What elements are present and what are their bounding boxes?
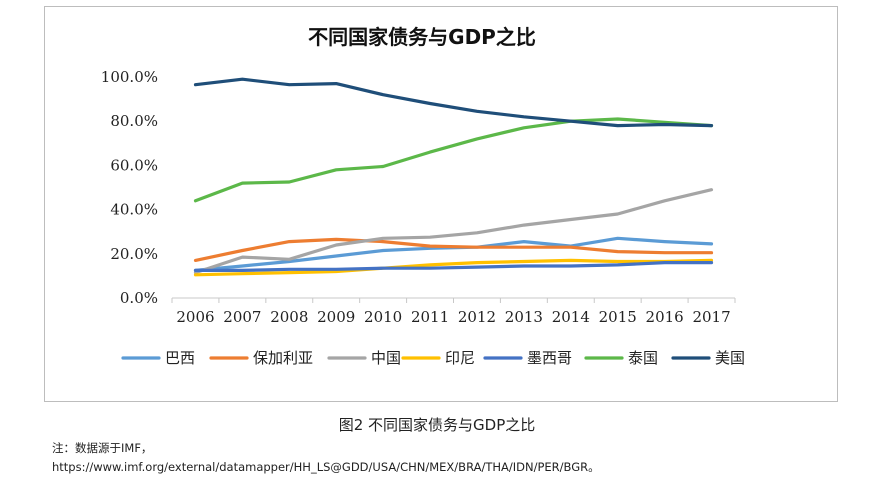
x-tick-label: 2010 (364, 308, 402, 326)
series-line-2 (193, 188, 714, 275)
legend-item: 中国 (327, 349, 401, 367)
legend-label: 巴西 (165, 349, 195, 367)
x-tick-label: 2017 (692, 308, 730, 326)
legend-label: 中国 (371, 349, 401, 367)
source-url: https://www.imf.org/external/datamapper/… (52, 460, 600, 474)
chart-frame: 不同国家债务与GDP之比 0.0% 20.0% 40.0% 60.0% 80.0% 100… (44, 6, 838, 402)
y-tick-label: 20.0% (110, 245, 158, 263)
legend-item: 印尼 (401, 349, 475, 367)
legend: 巴西 保加利亚 中国 印尼 墨西哥 泰国 美国 (121, 349, 745, 367)
y-tick-label: 40.0% (110, 201, 158, 219)
y-axis: 0.0% 20.0% 40.0% 60.0% 80.0% 100.0% (101, 68, 158, 307)
x-tick-label: 2011 (411, 308, 449, 326)
legend-item: 保加利亚 (209, 349, 313, 367)
series-line-3 (193, 258, 714, 277)
x-tick-label: 2015 (599, 308, 637, 326)
x-tick-label: 2016 (646, 308, 684, 326)
legend-label: 美国 (715, 349, 745, 367)
legend-label: 印尼 (445, 349, 475, 367)
series-line-5 (193, 117, 714, 203)
x-axis: 2006 2007 2008 2009 2010 2011 2012 2013 2014 2015… (171, 297, 736, 326)
x-tick-label: 2007 (223, 308, 261, 326)
x-tick-label: 2008 (270, 308, 308, 326)
series-line-4 (193, 261, 714, 272)
y-tick-label: 80.0% (110, 112, 158, 130)
y-tick-label: 60.0% (110, 156, 158, 174)
source-note: 注：数据源于IMF， (52, 441, 153, 455)
chart-title: 不同国家债务与GDP之比 (308, 25, 536, 49)
legend-item: 泰国 (584, 349, 658, 367)
x-tick-label: 2014 (552, 308, 590, 326)
y-tick-label: 100.0% (101, 68, 158, 86)
legend-label: 泰国 (628, 349, 658, 367)
legend-label: 保加利亚 (253, 349, 313, 367)
y-tick-label: 0.0% (120, 289, 158, 307)
x-tick-label: 2006 (176, 308, 214, 326)
legend-label: 墨西哥 (527, 349, 572, 367)
series-line-6 (193, 77, 714, 128)
x-tick-label: 2013 (505, 308, 543, 326)
legend-item: 墨西哥 (483, 349, 572, 367)
series-layer (193, 77, 714, 277)
figure-caption: 图2 不同国家债务与GDP之比 (338, 416, 536, 434)
legend-item: 巴西 (121, 349, 195, 367)
series-line-1 (193, 237, 714, 262)
legend-item: 美国 (671, 349, 745, 367)
x-tick-label: 2012 (458, 308, 496, 326)
x-tick-label: 2009 (317, 308, 355, 326)
line-chart: 不同国家债务与GDP之比 0.0% 20.0% 40.0% 60.0% 80.0% 100… (101, 25, 745, 367)
